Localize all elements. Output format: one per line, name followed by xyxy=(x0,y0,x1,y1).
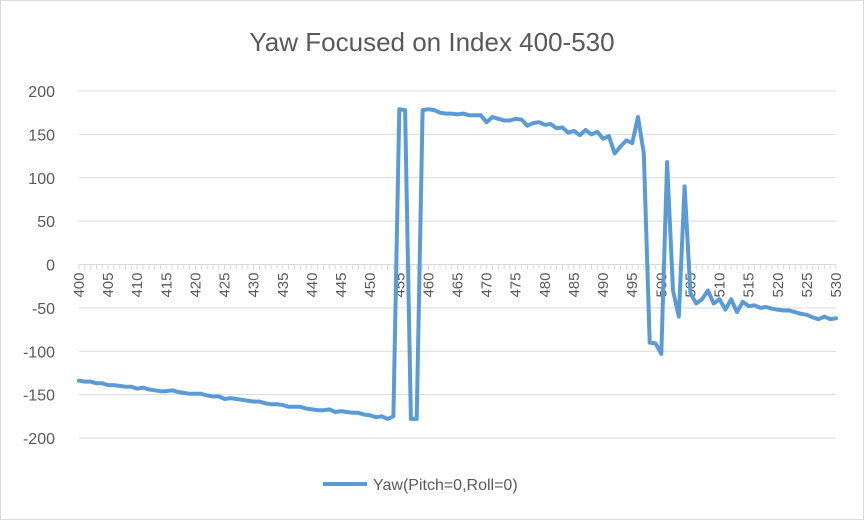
x-tick-label: 525 xyxy=(799,273,816,298)
x-tick-label: 465 xyxy=(450,273,467,298)
x-tick-label: 435 xyxy=(275,273,292,298)
y-tick-label: 150 xyxy=(28,127,55,144)
x-tick-label: 450 xyxy=(362,273,379,298)
y-tick-label: -100 xyxy=(23,344,55,361)
x-tick-label: 470 xyxy=(479,272,496,297)
y-tick-label: -50 xyxy=(32,301,55,318)
x-tick-label: 440 xyxy=(304,273,321,298)
x-axis: 400 405 410 415 420 425 430 435 440 445 450 455 460 4… xyxy=(71,264,845,298)
y-tick-label: 50 xyxy=(37,214,55,231)
y-tick-label: 100 xyxy=(28,171,55,188)
y-tick-label: 0 xyxy=(46,258,55,275)
x-tick-label: 430 xyxy=(246,273,263,298)
x-tick-label: 515 xyxy=(741,273,758,298)
chart-title: Yaw Focused on Index 400-530 xyxy=(249,27,614,57)
x-tick-label: 485 xyxy=(566,273,583,298)
x-tick-label: 480 xyxy=(537,273,554,298)
x-tick-label: 490 xyxy=(595,273,612,298)
x-tick-label: 400 xyxy=(71,273,88,298)
legend: Yaw(Pitch=0,Roll=0) xyxy=(323,477,518,494)
x-tick-label: 415 xyxy=(158,273,175,298)
x-tick-label: 405 xyxy=(100,273,117,298)
y-tick-label: 200 xyxy=(28,84,55,101)
x-tick-label: 420 xyxy=(187,273,204,298)
x-tick-label: 510 xyxy=(712,273,729,298)
series-group xyxy=(77,107,838,421)
legend-label-yaw: Yaw(Pitch=0,Roll=0) xyxy=(373,477,518,494)
x-tick-label: 495 xyxy=(624,273,641,298)
x-tick-label: 425 xyxy=(217,273,234,298)
x-tick-label: 410 xyxy=(129,273,146,298)
x-tick-label: 460 xyxy=(420,273,437,298)
y-tick-label: -200 xyxy=(23,431,55,448)
x-tick-label: 520 xyxy=(770,273,787,298)
y-axis-ticks: -200 -150 -100 -50 0 50 100 150 200 xyxy=(23,84,55,448)
x-tick-label: 530 xyxy=(828,273,845,298)
x-tick-label: 445 xyxy=(333,273,350,298)
series-line-yaw xyxy=(77,107,838,421)
y-tick-label: -150 xyxy=(23,388,55,405)
x-tick-label: 475 xyxy=(508,273,525,298)
